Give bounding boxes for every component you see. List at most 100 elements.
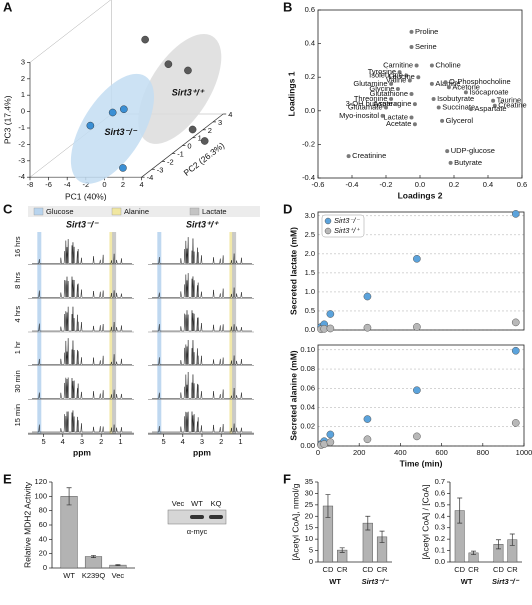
error-bar [365,515,371,531]
x-tick-label: 3 [200,437,204,446]
y-tick-label: 0.10 [300,345,315,354]
y-tick-label: 0.06 [300,383,315,392]
x-tick-label: -0.6 [312,180,325,189]
plot-frame [317,9,523,179]
panel-letter: E [3,472,12,487]
point-label: Threonine [354,94,388,103]
y-axis-title: [Acetyl CoA], nmol/g [290,483,300,560]
blot-band [209,515,223,519]
y-tick-label: 35 [305,477,313,486]
panel-letter: A [3,0,13,15]
x-tick-label: CD [493,565,504,574]
x-tick-label: -0.2 [380,180,393,189]
point [443,80,448,85]
point [326,438,335,447]
point-label: Creatinine [352,151,386,160]
y-tick-label: 15 [305,523,313,532]
y-tick-label: 1 [198,134,202,143]
x-tick-label: 5 [161,437,165,446]
y-tick-label: 0.4 [435,511,445,520]
point [363,435,372,444]
y-axis-title: Loadings 1 [286,71,296,116]
point [413,323,421,331]
band [109,232,114,434]
z-tick-label: 2 [21,74,25,83]
point [431,97,436,102]
x-tick-label: 2 [99,437,103,446]
point [511,210,520,218]
point [200,137,209,145]
legend-label: Sirt3⁺/⁺ [334,226,360,235]
point-label: Glutamate [348,102,383,111]
band [157,232,162,434]
y-tick-label: 2 [208,126,212,135]
point [409,115,414,120]
z-tick-label: 0 [21,107,25,116]
point [188,125,197,134]
legend-swatch [189,207,200,216]
y-tick-label: -0.4 [302,173,315,182]
y-tick-label: -2 [167,157,174,166]
y-tick-label: 0.4 [305,39,315,48]
spectrum [32,410,132,433]
point [395,86,400,91]
y-tick-label: 0 [309,557,313,566]
lane-label: WT [191,499,203,508]
legend-label: Lactate [202,207,227,216]
x-axis-title: PC1 (40%) [65,191,107,201]
point-label: Glycerol [446,116,474,125]
point [394,102,399,107]
point [511,419,520,427]
plot-frame [317,344,525,447]
band [229,232,234,434]
y-tick-label: 0.04 [300,403,315,412]
point [409,44,414,49]
z-tick-label: 1 [21,90,25,99]
x-tick-label: -8 [27,180,34,189]
x-tick-label: CD [323,565,334,574]
y-tick-label: 3.0 [305,211,315,220]
y-axis-title: Secreted alanine (mM) [288,350,298,440]
point [397,70,402,75]
error-bar [339,547,345,553]
point [448,160,453,165]
z-tick-label: -1 [18,123,25,132]
point-label: Butyrate [454,158,482,167]
x-axis-title: Time (min) [400,458,443,468]
group-label: Sirt3⁻/⁻ [492,577,520,586]
point [108,108,117,117]
x-tick-label: Vec [112,571,125,580]
z-axis-title: PC3 (17.4%) [2,95,12,144]
point-label: 3-OH butyrate [346,99,393,108]
spectrum [152,411,252,433]
legend-swatch [33,207,44,216]
x-tick-label: CR [507,565,518,574]
bar [84,556,103,569]
point [119,164,127,172]
x-tick-label: -4 [64,180,71,189]
legend-box [321,214,365,238]
z-tick-label: -4 [18,172,25,181]
y-tick-label: 0.0 [305,325,315,334]
y-tick-label: 40 [39,534,47,543]
y-tick-label: 0.2 [305,72,315,81]
point [409,29,414,34]
point [446,85,451,90]
error-bar [91,555,96,558]
y-tick-label: 0 [187,142,191,151]
row-label: 30 min [13,370,22,393]
y-tick-label: 3 [218,118,222,127]
y-tick-label: 20 [39,549,47,558]
y-tick-label: 0.1 [435,546,445,555]
point [346,154,351,159]
band [232,232,237,434]
point [407,78,412,83]
point-label: Acetate [386,119,411,128]
y-tick-label: 0.6 [435,488,445,497]
x-tick-label: 4 [140,180,144,189]
y-tick-label: 0.5 [305,306,315,315]
group-ellipse [70,73,155,184]
lane-label: KQ [211,499,222,508]
point-label: Isocaproate [469,87,508,96]
